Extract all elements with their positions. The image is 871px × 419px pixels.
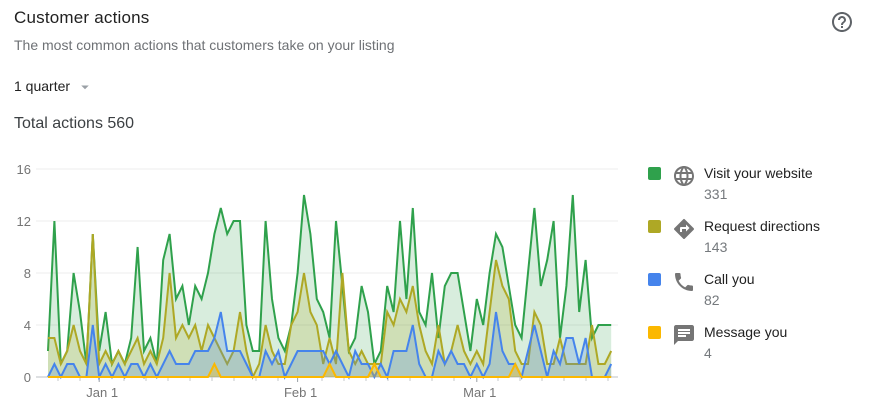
- legend-label: Visit your website: [704, 165, 813, 181]
- chevron-down-icon: [76, 76, 94, 96]
- help-icon: [830, 12, 854, 37]
- legend-label: Message you: [704, 324, 788, 340]
- message-icon: [672, 323, 696, 347]
- svg-text:8: 8: [24, 266, 31, 281]
- svg-text:Feb 1: Feb 1: [284, 385, 317, 400]
- svg-text:4: 4: [24, 318, 31, 333]
- series-color-swatch: [648, 326, 661, 339]
- page-subtitle: The most common actions that customers t…: [14, 37, 395, 53]
- legend-value: 4: [704, 345, 712, 361]
- legend-label: Call you: [704, 271, 755, 287]
- legend-item-visit-website: Visit your website 331: [648, 164, 868, 202]
- svg-text:Jan 1: Jan 1: [86, 385, 118, 400]
- legend-item-call-you: Call you 82: [648, 270, 868, 308]
- legend-label: Request directions: [704, 218, 820, 234]
- actions-chart[interactable]: 0 4 8 12 16 Jan 1 Feb 1 Mar 1: [0, 153, 650, 409]
- series-color-swatch: [648, 220, 661, 233]
- actions-chart-svg: 0 4 8 12 16 Jan 1 Feb 1 Mar 1: [17, 162, 618, 400]
- total-actions: Total actions 560: [14, 115, 135, 132]
- series-color-swatch: [648, 273, 661, 286]
- period-selector[interactable]: 1 quarter: [14, 76, 94, 96]
- legend-item-message-you: Message you 4: [648, 323, 868, 361]
- phone-icon: [672, 270, 696, 294]
- help-button[interactable]: [829, 10, 855, 36]
- svg-text:0: 0: [24, 370, 31, 385]
- chart-legend: Visit your website 331 Request direction…: [648, 164, 868, 376]
- svg-text:16: 16: [17, 162, 31, 177]
- legend-value: 82: [704, 292, 720, 308]
- series-color-swatch: [648, 167, 661, 180]
- page-title: Customer actions: [14, 8, 150, 27]
- legend-value: 331: [704, 186, 728, 202]
- legend-value: 143: [704, 239, 728, 255]
- svg-text:12: 12: [17, 214, 31, 229]
- directions-icon: [672, 217, 696, 241]
- legend-item-request-directions: Request directions 143: [648, 217, 868, 255]
- globe-icon: [672, 164, 696, 188]
- period-selector-label: 1 quarter: [14, 78, 71, 94]
- svg-text:Mar 1: Mar 1: [463, 385, 496, 400]
